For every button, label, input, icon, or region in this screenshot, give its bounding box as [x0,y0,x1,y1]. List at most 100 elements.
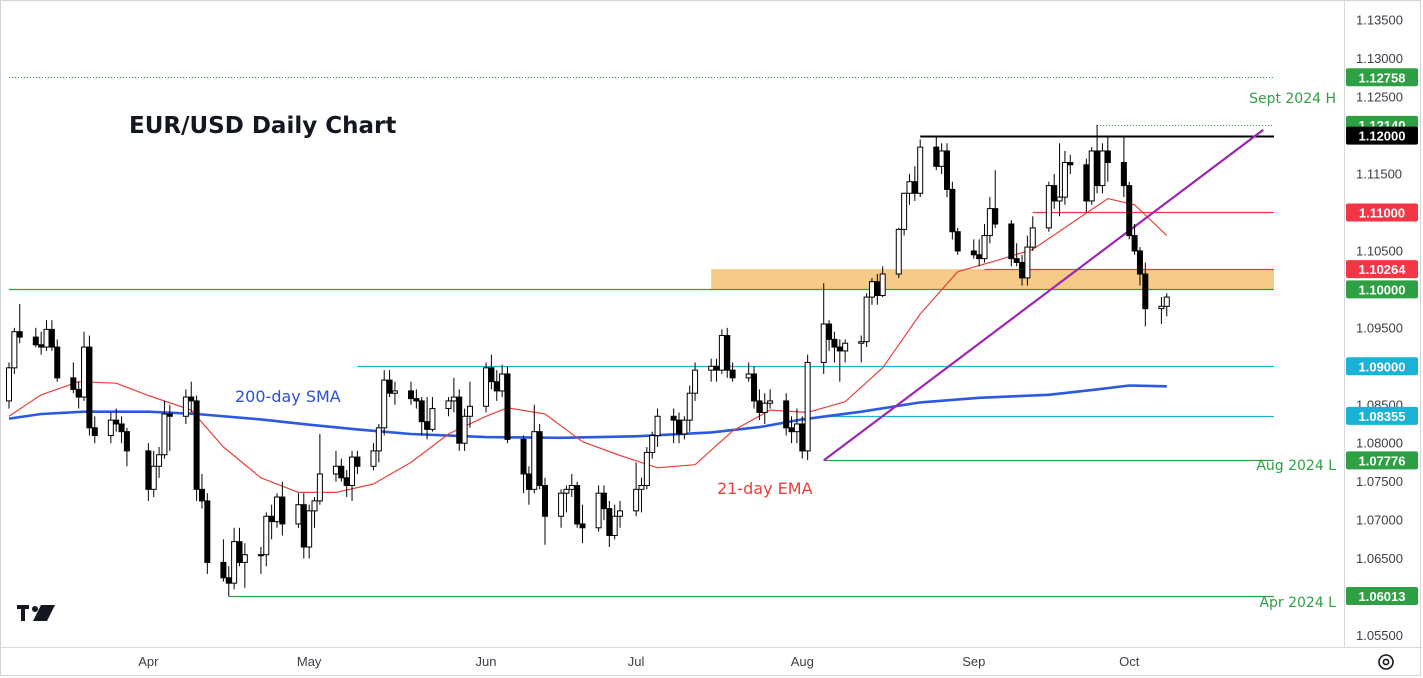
candle[interactable] [643,447,650,490]
candle[interactable] [970,239,977,259]
candle[interactable] [542,477,548,545]
candle[interactable] [842,339,849,363]
candle[interactable] [188,381,195,413]
candle[interactable] [241,543,248,588]
candle[interactable] [391,381,398,405]
candle[interactable] [767,389,774,409]
candle[interactable] [198,473,205,509]
candle[interactable] [574,481,581,528]
candle[interactable] [606,500,613,548]
candle[interactable] [713,358,720,382]
candle[interactable] [193,395,200,501]
candle[interactable] [783,393,790,436]
candle[interactable] [499,364,506,398]
candle[interactable] [724,327,731,378]
candle[interactable] [48,320,55,351]
candle[interactable] [145,443,152,501]
candle[interactable] [418,397,425,436]
candle[interactable] [895,227,902,278]
candle[interactable] [933,135,940,171]
candle[interactable] [1088,147,1095,205]
candle[interactable] [113,408,120,432]
candle[interactable] [1051,174,1058,209]
candle[interactable] [906,174,913,205]
candle[interactable] [123,427,130,467]
candle[interactable] [761,393,768,424]
candle[interactable] [107,412,114,444]
candle[interactable] [91,416,98,444]
candle[interactable] [1067,154,1074,175]
candle[interactable] [579,504,586,544]
candle[interactable] [1131,224,1138,255]
candle[interactable] [6,362,12,409]
candle[interactable] [295,493,302,528]
candle[interactable] [1029,216,1036,251]
price-axis[interactable]: 1.055001.060001.065001.070001.075001.080… [1356,13,1403,643]
candle[interactable] [311,497,318,528]
candle[interactable] [268,504,275,540]
candle[interactable] [976,239,983,267]
candle[interactable] [81,331,88,401]
candle[interactable] [461,408,468,451]
candle[interactable] [381,370,388,436]
candle[interactable] [504,366,511,444]
candle[interactable] [38,331,45,355]
candle[interactable] [1120,135,1127,198]
candles-group[interactable] [6,124,1170,597]
candle[interactable] [456,389,463,451]
candle[interactable] [429,397,436,432]
candle[interactable] [729,362,736,382]
candle[interactable] [263,512,270,567]
candle[interactable] [799,416,806,459]
candle[interactable] [954,227,961,255]
candle[interactable] [488,354,495,390]
candle[interactable] [231,527,238,590]
candle[interactable] [408,381,414,405]
candle[interactable] [531,404,538,494]
candle[interactable] [32,327,39,348]
candle[interactable] [1142,262,1149,327]
candle[interactable] [1045,181,1052,232]
candle[interactable] [54,339,61,382]
candle[interactable] [300,493,307,559]
candle[interactable] [450,377,457,413]
candle[interactable] [718,329,725,374]
candle[interactable] [1099,143,1106,194]
candle[interactable] [1013,243,1020,267]
candle[interactable] [150,450,157,498]
candle[interactable] [911,166,918,201]
candle[interactable] [831,331,838,363]
candle[interactable] [692,362,699,401]
candle[interactable] [938,143,945,175]
candle[interactable] [826,320,833,351]
candle[interactable] [1008,220,1015,267]
candle[interactable] [681,416,688,440]
candle[interactable] [600,485,607,521]
candle[interactable] [525,466,532,505]
candle[interactable] [375,423,382,463]
candle[interactable] [332,450,339,482]
candle[interactable] [182,389,189,424]
candle[interactable] [820,283,827,374]
candle[interactable] [349,450,356,501]
candle[interactable] [316,433,323,505]
gear-icon[interactable] [1378,654,1394,670]
candle[interactable] [279,481,286,536]
candle[interactable] [1094,124,1101,194]
candle[interactable] [118,416,125,444]
candle[interactable] [595,485,602,532]
candle[interactable] [981,224,988,263]
candle[interactable] [804,354,811,461]
candle[interactable] [745,362,752,382]
candle[interactable] [649,431,656,459]
candle[interactable] [1061,150,1068,205]
candle[interactable] [863,293,870,348]
candle[interactable] [156,447,163,478]
candle[interactable] [1126,181,1133,240]
candle[interactable] [343,470,350,498]
candle[interactable] [225,566,232,597]
candle[interactable] [633,462,640,517]
candle[interactable] [858,335,865,363]
candle[interactable] [986,197,993,244]
